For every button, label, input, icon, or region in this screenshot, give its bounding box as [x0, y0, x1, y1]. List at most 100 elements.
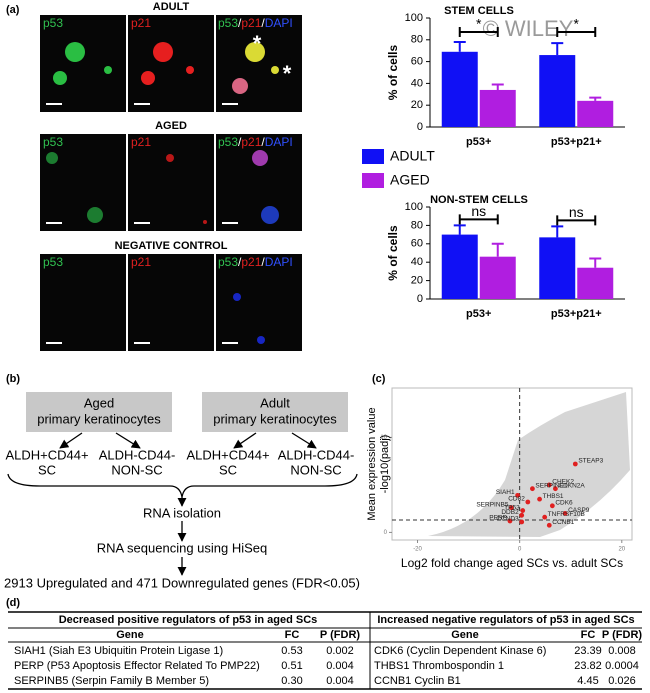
cell	[65, 42, 85, 62]
gene-label: PERP	[489, 515, 507, 522]
significance-bracket	[556, 27, 597, 37]
gene-label: CCND3	[496, 516, 519, 523]
channel-label: p53	[43, 16, 63, 30]
table-cell: 23.82	[574, 660, 602, 672]
channel-part: /	[238, 255, 242, 269]
bar	[577, 267, 614, 299]
y-axis-label: % of cells	[386, 225, 400, 281]
channel-part: p53	[218, 255, 238, 269]
brace	[7, 473, 358, 498]
channel-part: /	[261, 16, 265, 30]
group-label: ALDH-CD44-	[99, 447, 176, 462]
cell	[166, 154, 174, 162]
micrograph	[216, 254, 302, 351]
row-title: NEGATIVE CONTROL	[115, 240, 228, 252]
gene-point	[546, 522, 552, 528]
cell	[141, 71, 155, 85]
y-axis-label: % of cells	[386, 45, 400, 101]
cell	[104, 66, 112, 74]
source-label: primary keratinocytes	[37, 411, 161, 426]
y-tick-label: 80	[411, 219, 423, 231]
significance-bracket	[458, 214, 499, 225]
table-cell: THBS1 Thrombospondin 1	[374, 660, 504, 672]
y-tick-label: 40	[411, 77, 423, 89]
x-axis-label: Log2 fold change aged SCs vs. adult SCs	[401, 556, 623, 570]
micrograph	[40, 15, 126, 112]
error-bar	[453, 40, 466, 52]
group-label: SC	[219, 462, 237, 477]
gene-point	[542, 514, 548, 520]
y-tick-label: 100	[405, 201, 423, 213]
x-tick-label: -20	[413, 547, 422, 553]
group-label: ALDH+CD44+	[5, 447, 88, 462]
y-tick-label: 10	[380, 435, 387, 441]
table-cell: 0.002	[326, 645, 354, 657]
micrograph	[216, 15, 302, 112]
bar	[441, 51, 478, 127]
group-label: ALDH-CD44-	[278, 447, 355, 462]
gene-point	[525, 499, 531, 505]
table-header: P (FDR)	[602, 629, 642, 641]
table-cell: 0.0004	[605, 660, 639, 672]
asterisk: *	[253, 31, 262, 56]
gene-point	[519, 512, 525, 518]
y-tick-label: 60	[411, 238, 423, 250]
bar	[539, 55, 576, 128]
significance-label: *	[476, 16, 482, 32]
watermark: © WILEY	[483, 16, 574, 41]
group-label: SC	[38, 462, 56, 477]
table-header: FC	[581, 629, 596, 641]
channel-part: /	[238, 135, 242, 149]
channel-label: p21	[131, 255, 151, 269]
significance-label: ns	[471, 203, 486, 219]
chart-title: NON-STEM CELLS	[430, 194, 528, 206]
y-axis-label: -log10(padj)	[379, 435, 391, 494]
gene-label: SERPINE1	[535, 482, 568, 489]
row-title: ADULT	[153, 1, 190, 13]
gene-label: CDK6	[555, 500, 573, 507]
micrograph	[128, 254, 214, 351]
gene-point	[562, 511, 568, 516]
channel-part: DAPI	[265, 255, 293, 269]
micrograph	[40, 134, 126, 231]
group-label: NON-SC	[290, 462, 341, 477]
table-cell: SERPINB5 (Serpin Family B Member 5)	[14, 675, 209, 687]
y-tick-label: 80	[411, 34, 423, 46]
asterisk: *	[283, 61, 292, 86]
significance-bracket	[458, 27, 499, 37]
panel-label: (a)	[6, 4, 20, 16]
x-tick-label: p53+p21+	[551, 308, 602, 320]
significance-bracket	[556, 215, 597, 226]
gene-label: CCNB1	[552, 519, 574, 526]
table-cell: 0.004	[326, 660, 354, 672]
gene-point	[520, 508, 526, 513]
x-tick-label: p53+	[466, 136, 491, 148]
channel-label: p53	[43, 255, 63, 269]
error-bar	[491, 83, 504, 90]
channel-part: /	[238, 16, 242, 30]
channel-label: p53/p21/DAPI	[218, 135, 293, 149]
step-label: RNA sequencing using HiSeq	[97, 540, 268, 555]
gene-cloud	[428, 392, 630, 537]
source-label: primary keratinocytes	[213, 411, 337, 426]
y-tick-label: 100	[405, 12, 423, 24]
cell	[257, 336, 265, 344]
cell	[186, 66, 194, 74]
significance-label: ns	[569, 204, 584, 220]
gene-label: CHEK2	[552, 479, 574, 486]
legend-swatch	[362, 173, 384, 188]
table-cell: CDK6 (Cyclin Dependent Kinase 6)	[374, 645, 546, 657]
micrograph	[40, 254, 126, 351]
group-label: ALDH+CD44+	[186, 447, 269, 462]
cell	[252, 150, 268, 166]
cell	[245, 42, 265, 62]
table-title: Decreased positive regulators of p53 in …	[59, 614, 318, 626]
gene-point	[546, 482, 552, 488]
gene-point	[530, 486, 535, 492]
channel-part: p53	[218, 16, 238, 30]
channel-label: p53/p21/DAPI	[218, 16, 293, 30]
channel-label: p21	[131, 135, 151, 149]
cell	[232, 78, 248, 94]
flow-arrows	[59, 432, 317, 576]
